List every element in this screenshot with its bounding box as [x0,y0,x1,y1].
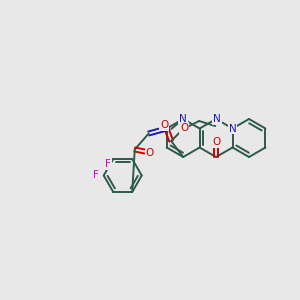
Text: F: F [93,170,99,181]
Text: O: O [180,123,188,133]
Text: O: O [146,148,154,158]
Text: N: N [179,114,187,124]
Text: F: F [105,159,111,169]
Text: N: N [229,124,236,134]
Text: O: O [212,137,220,147]
Text: O: O [160,120,168,130]
Text: N: N [213,114,221,124]
